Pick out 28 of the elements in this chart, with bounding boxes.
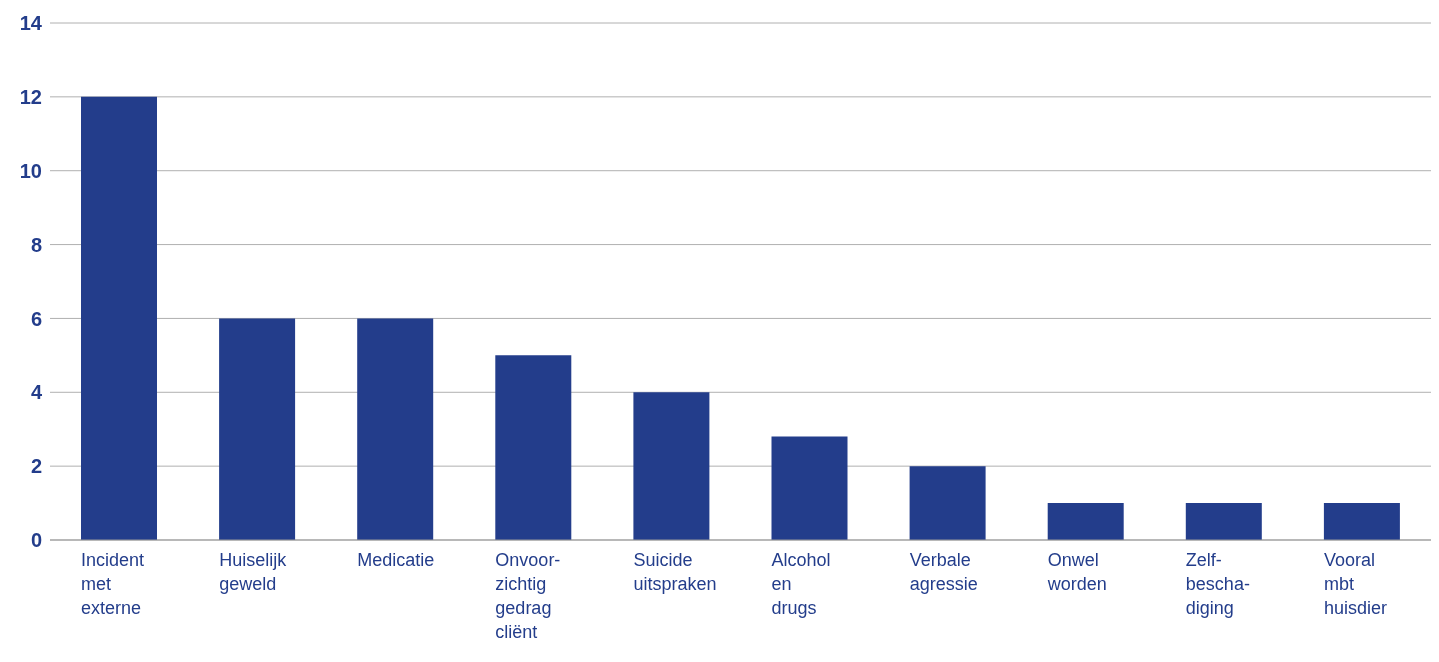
x-tick-label: Onwel worden [1046,550,1107,594]
x-tick-label: Vooral mbt huisdier [1323,550,1387,618]
x-tick-label: Zelf- bescha- diging [1185,550,1250,618]
bar [81,96,157,540]
bar [633,392,710,540]
x-tick-label: Suicide uitspraken [633,550,717,594]
x-tick-label: Huiselijk geweld [219,550,288,594]
bar [1323,503,1400,540]
y-tick-label: 8 [30,233,42,256]
x-tick-label: Alcohol en drugs [771,550,831,618]
bar [909,466,986,540]
x-tick-label: Incident met externe [81,550,145,618]
bar [495,355,572,540]
x-tick-label: Medicatie [357,550,435,570]
y-tick-label: 0 [30,529,42,552]
y-tick-label: 2 [30,455,42,478]
bar [1047,503,1124,540]
bar [219,318,296,540]
x-tick-label: Verbale agressie [909,550,978,594]
bar [357,318,434,540]
x-tick-label: Onvoor- zichtig gedrag cliënt [495,550,561,642]
y-tick-label: 4 [30,381,43,404]
bar [771,436,848,540]
y-tick-label: 6 [30,307,42,330]
bar [1185,503,1262,540]
y-tick-label: 12 [19,85,42,108]
y-tick-label: 14 [19,12,43,35]
y-tick-label: 10 [19,159,42,182]
